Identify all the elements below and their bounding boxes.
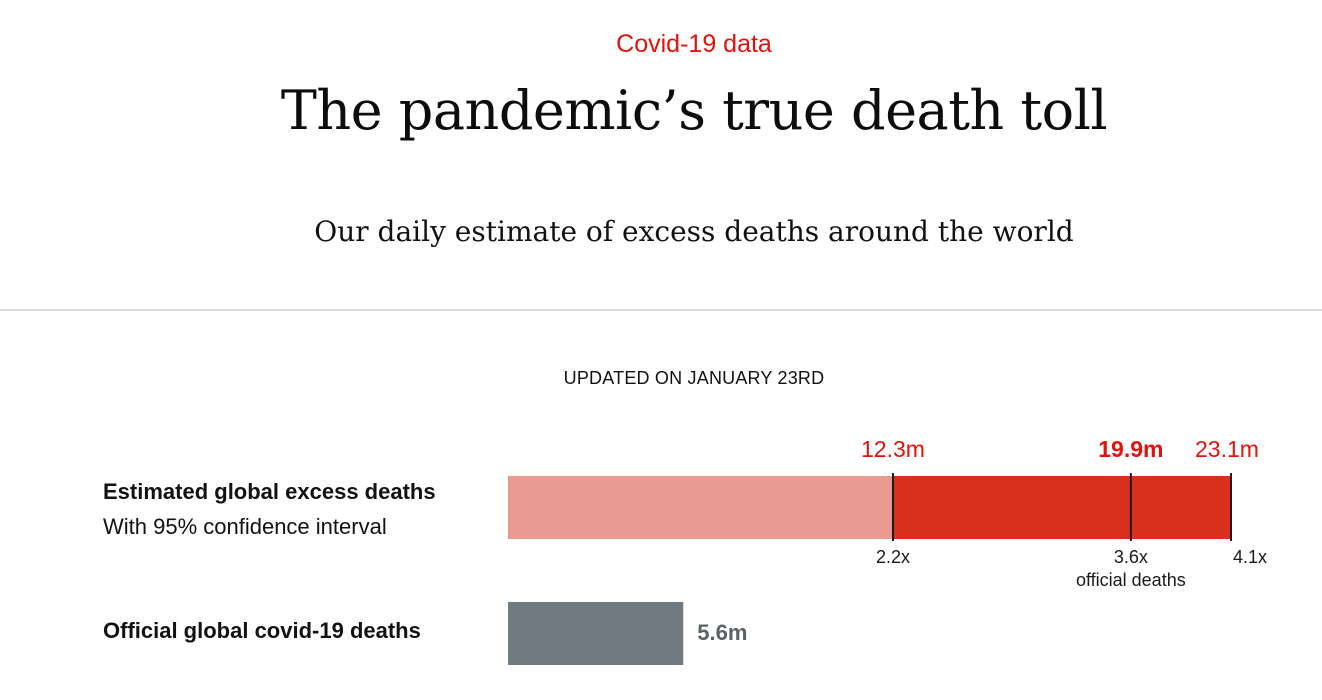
upper-bound-value: 23.1m: [1195, 436, 1259, 462]
confidence-interval-label: With 95% confidence interval: [103, 514, 387, 539]
excess-deaths-label: Estimated global excess deaths: [103, 479, 436, 504]
official-deaths-label: Official global covid-19 deaths: [103, 618, 421, 643]
section-divider: [0, 309, 1322, 311]
multiple-note: official deaths: [1076, 570, 1186, 590]
confidence-interval-bar: [892, 476, 1231, 539]
excess-deaths-lower-bar: [508, 476, 893, 539]
page-subtitle: Our daily estimate of excess deaths arou…: [314, 215, 1074, 248]
updated-date: UPDATED ON JANUARY 23RD: [563, 368, 825, 388]
official-deaths-value: 5.6m: [697, 620, 747, 645]
official-deaths-bar: [508, 602, 684, 665]
multiple-label-1: 3.6x: [1114, 547, 1148, 567]
page-title: The pandemic’s true death toll: [280, 79, 1108, 142]
multiple-label-2: 4.1x: [1233, 547, 1267, 567]
kicker: Covid-19 data: [616, 30, 772, 58]
multiple-label-0: 2.2x: [876, 547, 910, 567]
central-estimate-value: 19.9m: [1098, 436, 1163, 462]
lower-bound-value: 12.3m: [861, 436, 925, 462]
